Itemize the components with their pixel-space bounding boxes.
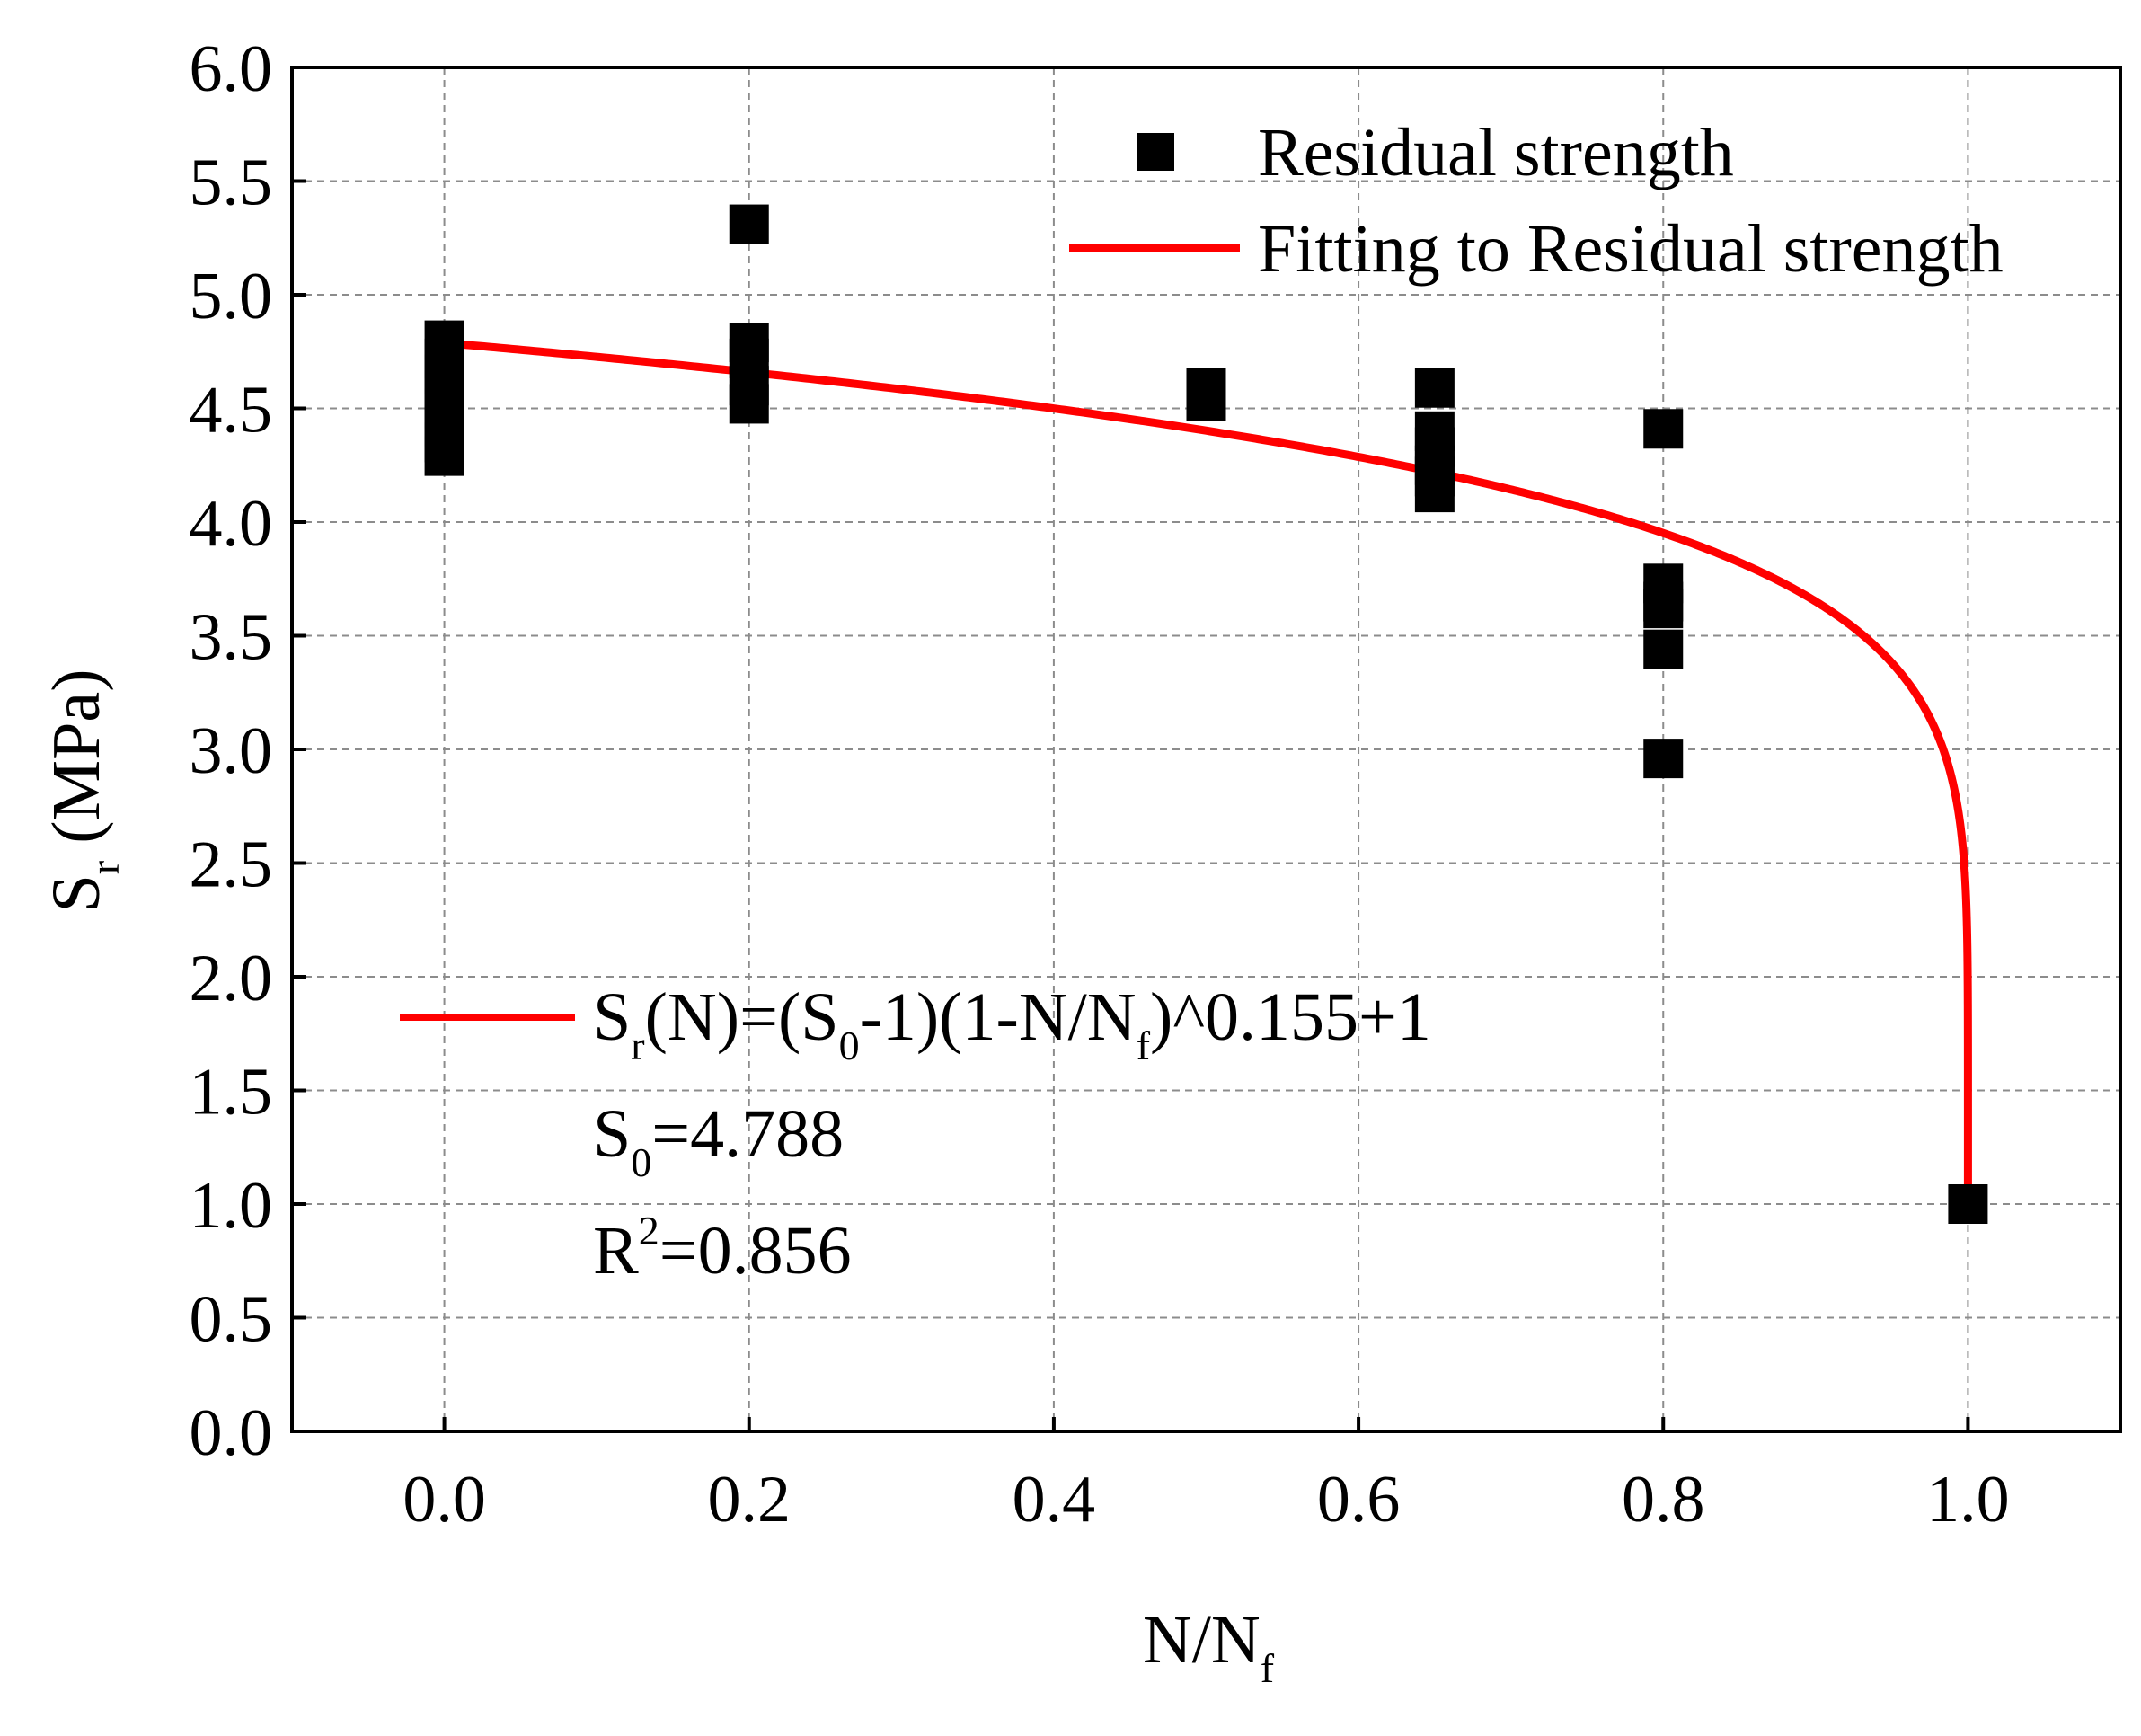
y-tick-label-9: 4.5 — [190, 374, 273, 447]
x-tick-label-1: 0.2 — [708, 1463, 792, 1537]
formula-part-s: S — [593, 979, 631, 1055]
y-axis-label-main: S — [39, 874, 114, 912]
data-point-20 — [1414, 473, 1455, 513]
data-point-27 — [1948, 1184, 1988, 1224]
y-tick-label-10: 5.0 — [190, 260, 273, 333]
formula-part-sub-r: r — [631, 1023, 644, 1068]
y-axis-label-sub: r — [82, 861, 128, 874]
data-point-26 — [1643, 739, 1684, 779]
data-point-24 — [1643, 589, 1684, 629]
y-tick-label-0: 0.0 — [190, 1396, 273, 1470]
fit-curve-layer — [440, 339, 1972, 1209]
y-tick-label-7: 3.5 — [190, 601, 273, 675]
y-tick-labels: 0.0 0.5 1.0 1.5 2.0 2.5 3.0 3.5 4.0 4.5 5.0 5.5 6.0 — [190, 32, 273, 1470]
data-point-15 — [1414, 368, 1455, 408]
data-point-21 — [1643, 409, 1684, 449]
r2-part-sup: 2 — [639, 1208, 659, 1253]
data-point-14 — [1186, 381, 1226, 421]
y-tick-label-4: 2.0 — [190, 942, 273, 1015]
legend: Residual strength Fitting to Residual st… — [1069, 115, 2004, 287]
data-point-12 — [729, 384, 769, 424]
y-tick-label-12: 6.0 — [190, 32, 273, 106]
s0-part-s: S — [593, 1096, 631, 1172]
formula-part-sub-f: f — [1137, 1023, 1151, 1068]
data-point-8 — [729, 204, 769, 244]
fit-curve — [440, 339, 1972, 1209]
annotation-s0: S0=4.788 — [593, 1096, 844, 1185]
y-tick-label-2: 1.0 — [190, 1169, 273, 1243]
grid-lines — [292, 67, 2120, 1431]
annotation-r2: R2=0.856 — [593, 1208, 852, 1289]
legend-label-fit: Fitting to Residual strength — [1258, 211, 2004, 287]
legend-label-residual-strength: Residual strength — [1258, 115, 1734, 190]
x-axis-label-sub: f — [1261, 1645, 1275, 1691]
formula-part-sub-0: 0 — [839, 1023, 860, 1068]
formula-part-n: (N)=(S — [645, 979, 839, 1055]
y-tick-label-3: 1.5 — [190, 1056, 273, 1129]
y-axis-label: Sr (MPa) — [39, 669, 128, 913]
y-tick-label-1: 0.5 — [190, 1283, 273, 1357]
y-tick-label-6: 3.0 — [190, 714, 273, 788]
annotation-formula: Sr(N)=(S0-1)(1-N/Nf)^0.155+1 — [593, 979, 1431, 1068]
x-tick-label-4: 0.8 — [1622, 1463, 1705, 1537]
x-tick-label-5: 1.0 — [1926, 1463, 2010, 1537]
y-tick-label-8: 4.0 — [190, 487, 273, 561]
axis-ticks — [292, 66, 1970, 1433]
x-tick-labels: 0.0 0.2 0.4 0.6 0.8 1.0 — [403, 1463, 2009, 1537]
y-tick-label-5: 2.5 — [190, 828, 273, 902]
x-tick-label-3: 0.6 — [1317, 1463, 1401, 1537]
s0-part-value: =4.788 — [651, 1096, 844, 1172]
r2-part-r: R — [593, 1213, 639, 1289]
formula-part-end: )^0.155+1 — [1150, 979, 1431, 1055]
legend-marker-residual-strength — [1137, 133, 1174, 171]
data-point-7 — [424, 436, 464, 476]
y-tick-label-11: 5.5 — [190, 146, 273, 220]
data-point-25 — [1643, 629, 1684, 669]
formula-part-mid: -1)(1-N/N — [860, 979, 1137, 1055]
r2-part-value: =0.856 — [659, 1213, 852, 1289]
fit-annotation: Sr(N)=(S0-1)(1-N/Nf)^0.155+1 S0=4.788 R2… — [400, 979, 1431, 1289]
x-axis-label: N/Nf — [1143, 1602, 1275, 1691]
x-tick-label-2: 0.4 — [1013, 1463, 1096, 1537]
data-points — [424, 204, 1988, 1224]
x-axis-label-main: N/N — [1143, 1602, 1261, 1678]
y-axis-label-unit: (MPa) — [39, 669, 114, 861]
x-tick-label-0: 0.0 — [403, 1463, 486, 1537]
s0-part-sub: 0 — [631, 1139, 651, 1185]
